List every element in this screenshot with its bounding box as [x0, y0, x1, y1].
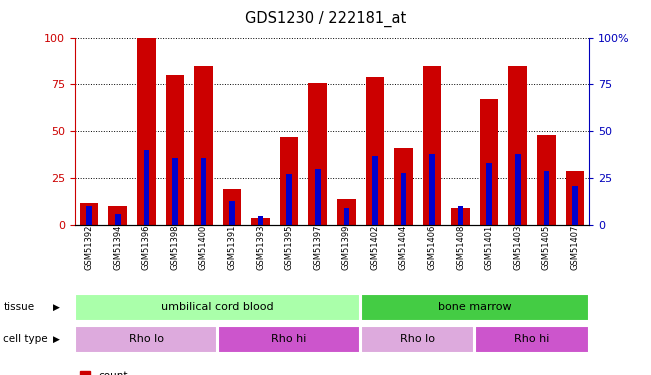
- Bar: [87, 206, 92, 225]
- Bar: [475, 326, 589, 353]
- Bar: [201, 158, 206, 225]
- Text: GSM51405: GSM51405: [542, 225, 551, 270]
- Text: GSM51392: GSM51392: [85, 225, 94, 270]
- Bar: [344, 208, 349, 225]
- Bar: [143, 150, 149, 225]
- Bar: [429, 154, 435, 225]
- Text: GSM51397: GSM51397: [313, 225, 322, 270]
- Text: GSM51394: GSM51394: [113, 225, 122, 270]
- Bar: [194, 66, 213, 225]
- Bar: [229, 201, 235, 225]
- Text: GSM51400: GSM51400: [199, 225, 208, 270]
- Text: GSM51407: GSM51407: [570, 225, 579, 270]
- Text: Rho lo: Rho lo: [129, 334, 164, 344]
- Text: Rho lo: Rho lo: [400, 334, 436, 344]
- Bar: [366, 77, 384, 225]
- Bar: [109, 206, 127, 225]
- Bar: [76, 326, 217, 353]
- Bar: [544, 171, 549, 225]
- Bar: [251, 217, 270, 225]
- Bar: [480, 99, 499, 225]
- Text: Rho hi: Rho hi: [514, 334, 549, 344]
- Bar: [137, 38, 156, 225]
- Text: bone marrow: bone marrow: [438, 303, 512, 312]
- Bar: [361, 294, 589, 321]
- Bar: [422, 66, 441, 225]
- Bar: [309, 82, 327, 225]
- Text: Rho hi: Rho hi: [271, 334, 307, 344]
- Text: cell type: cell type: [3, 334, 48, 344]
- Bar: [361, 326, 475, 353]
- Bar: [458, 206, 464, 225]
- Bar: [515, 154, 521, 225]
- Bar: [315, 169, 320, 225]
- Text: GSM51399: GSM51399: [342, 225, 351, 270]
- Bar: [566, 171, 584, 225]
- Bar: [172, 158, 178, 225]
- Bar: [76, 294, 360, 321]
- Bar: [508, 66, 527, 225]
- Bar: [372, 156, 378, 225]
- Text: ▶: ▶: [53, 335, 60, 344]
- Text: GSM51398: GSM51398: [171, 225, 180, 270]
- Bar: [394, 148, 413, 225]
- Bar: [280, 137, 298, 225]
- Bar: [486, 163, 492, 225]
- Bar: [572, 186, 577, 225]
- Bar: [80, 202, 98, 225]
- Text: GSM51396: GSM51396: [142, 225, 151, 270]
- Text: GSM51403: GSM51403: [513, 225, 522, 270]
- Bar: [223, 189, 242, 225]
- Bar: [337, 199, 355, 225]
- Text: GSM51406: GSM51406: [428, 225, 437, 270]
- Bar: [115, 214, 120, 225]
- Bar: [286, 174, 292, 225]
- Legend: count, percentile rank within the sample: count, percentile rank within the sample: [80, 371, 275, 375]
- Text: GSM51393: GSM51393: [256, 225, 265, 270]
- Text: GSM51404: GSM51404: [399, 225, 408, 270]
- Bar: [165, 75, 184, 225]
- Text: GSM51395: GSM51395: [284, 225, 294, 270]
- Bar: [400, 172, 406, 225]
- Bar: [451, 208, 470, 225]
- Bar: [258, 216, 264, 225]
- Bar: [537, 135, 555, 225]
- Text: ▶: ▶: [53, 303, 60, 312]
- Text: GSM51408: GSM51408: [456, 225, 465, 270]
- Text: GDS1230 / 222181_at: GDS1230 / 222181_at: [245, 11, 406, 27]
- Text: GSM51391: GSM51391: [227, 225, 236, 270]
- Text: tissue: tissue: [3, 303, 35, 312]
- Text: GSM51402: GSM51402: [370, 225, 380, 270]
- Bar: [218, 326, 360, 353]
- Text: umbilical cord blood: umbilical cord blood: [161, 303, 274, 312]
- Text: GSM51401: GSM51401: [484, 225, 493, 270]
